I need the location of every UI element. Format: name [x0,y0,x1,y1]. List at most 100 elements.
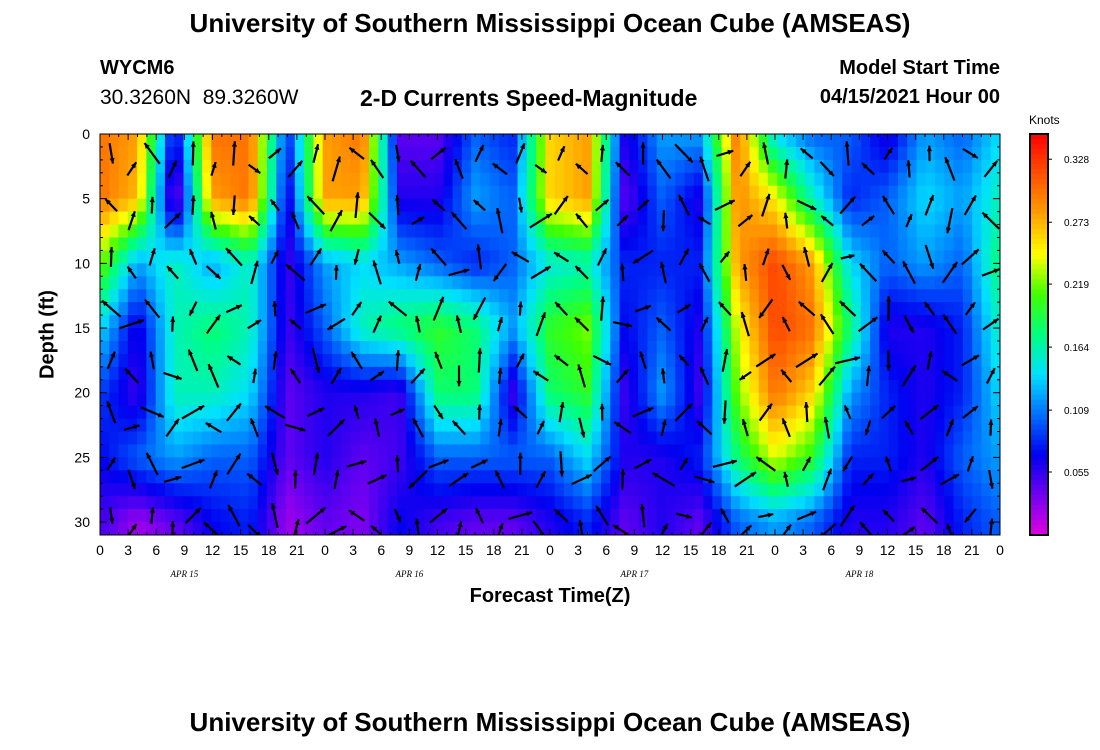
heatmap-cell [972,509,983,523]
heatmap-cell [972,470,983,484]
heatmap-cell [563,198,574,213]
heatmap-cell [972,302,983,316]
heatmap-cell [276,405,287,420]
heatmap-cell [749,276,760,290]
heatmap-cell [526,185,537,200]
heatmap-cell [935,237,945,252]
heatmap-cell [656,353,667,368]
heatmap-cell [647,431,658,446]
current-arrow [822,468,833,491]
heatmap-cell [109,431,120,446]
heatmap-cell [730,159,741,174]
heatmap-cell [563,146,574,161]
heatmap-cell [322,211,333,226]
heatmap-cell [962,496,973,510]
heatmap-cell [619,198,630,213]
current-arrow [885,296,892,322]
heatmap-cell [202,483,212,497]
heatmap-cell [647,146,658,161]
heatmap-cell [972,418,983,433]
heatmap-cell [220,134,231,148]
heatmap-cell [443,289,454,303]
current-arrow [823,416,831,439]
heatmap-cell [749,366,760,381]
heatmap-cell [267,315,277,329]
heatmap-cell [387,444,398,458]
heatmap-cell [703,315,713,329]
heatmap-cell [480,431,491,446]
current-arrow [843,404,852,420]
colorbar-segment [1030,414,1048,421]
heatmap-cell [888,302,899,316]
heatmap-cell [508,263,519,277]
heatmap-cell [174,353,185,368]
heatmap-cell [870,185,880,200]
heatmap-cell [582,340,593,355]
heatmap-cell [202,444,212,458]
heatmap-cell [471,328,482,342]
heatmap-cell [489,224,500,239]
current-arrow [716,149,734,158]
heatmap-cell [935,509,945,523]
heatmap-cell [183,483,194,497]
heatmap-cell [526,418,537,433]
heatmap-cell [285,302,296,316]
heatmap-cell [415,146,426,161]
heatmap-cell [591,134,602,148]
heatmap-cell [480,134,491,148]
heatmap-cell [563,509,574,523]
current-arrow [634,304,652,313]
heatmap-cell [341,276,352,290]
current-arrow [696,419,713,436]
heatmap-cell [860,250,871,264]
heatmap-cell [248,134,259,148]
heatmap-cell [100,198,110,213]
heatmap-cell [443,315,454,329]
heatmap-cell [740,185,751,200]
heatmap-cell [118,496,129,510]
heatmap-cell [155,134,166,148]
heatmap-cell [693,483,704,497]
current-arrow [881,405,896,420]
heatmap-cell [693,159,704,174]
heatmap-cell [443,185,454,200]
heatmap-cell [554,379,565,394]
heatmap-cell [359,353,370,368]
heatmap-cell [313,509,324,523]
heatmap-cell [851,302,862,316]
heatmap-cell [758,289,769,303]
heatmap-cell [471,522,482,535]
heatmap-cell [981,328,992,342]
heatmap-cell [100,457,110,471]
heatmap-cell [118,366,129,381]
current-arrow [434,351,443,370]
heatmap-cell [832,392,843,407]
heatmap-cell [100,146,110,161]
heatmap-cell [387,315,398,329]
heatmap-cell [461,328,472,342]
colorbar-segment [1030,199,1048,205]
heatmap-cell [758,379,769,394]
heatmap-cell [832,496,843,510]
heatmap-cell [925,470,936,484]
current-arrow [834,356,861,365]
heatmap-cell [239,496,250,510]
current-arrow [559,451,565,477]
heatmap-cell [118,328,129,342]
heatmap-cell [183,263,194,277]
heatmap-cell [619,379,630,394]
x-tick-label: 15 [233,542,249,558]
current-arrow [783,212,789,229]
heatmap-cell [536,522,546,535]
heatmap-cell [628,159,639,174]
heatmap-cell [712,159,723,174]
heatmap-cell [749,302,760,316]
heatmap-cell [424,457,435,471]
heatmap-cell [489,353,500,368]
current-arrow [924,244,935,270]
heatmap-cell [870,289,880,303]
heatmap-cell [498,405,509,420]
heatmap-cell [675,379,686,394]
heatmap-cell [786,522,797,535]
heatmap-cell [164,483,175,497]
